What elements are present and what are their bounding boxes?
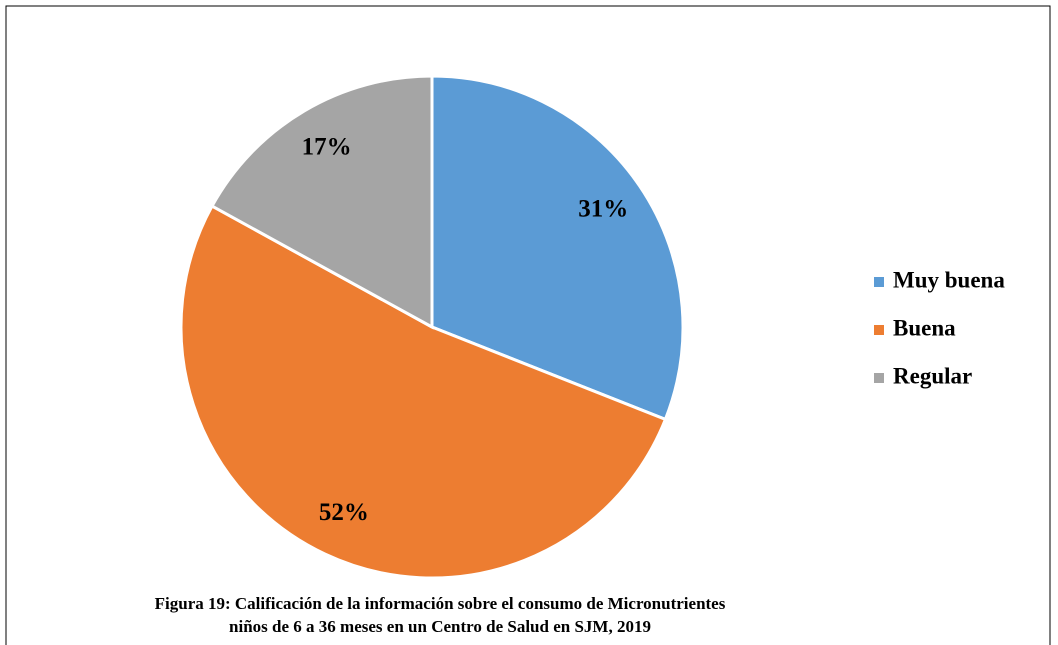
caption: Figura 19: Calificación de la informació… [155, 594, 726, 613]
data-label: 17% [302, 134, 352, 161]
legend-swatch [874, 373, 884, 383]
legend-label: Muy buena [893, 267, 1005, 292]
pie-slice [179, 204, 668, 580]
data-label: 31% [578, 195, 628, 222]
frame [5, 5, 1051, 645]
pie-slice [430, 74, 685, 422]
legend-label: Regular [893, 363, 972, 388]
legend-label: Buena [893, 315, 956, 340]
legend-swatch [874, 325, 884, 335]
pie-slice [210, 74, 434, 330]
legend-swatch [874, 277, 884, 287]
data-label: 52% [319, 499, 369, 526]
caption: niños de 6 a 36 meses en un Centro de Sa… [229, 617, 651, 636]
